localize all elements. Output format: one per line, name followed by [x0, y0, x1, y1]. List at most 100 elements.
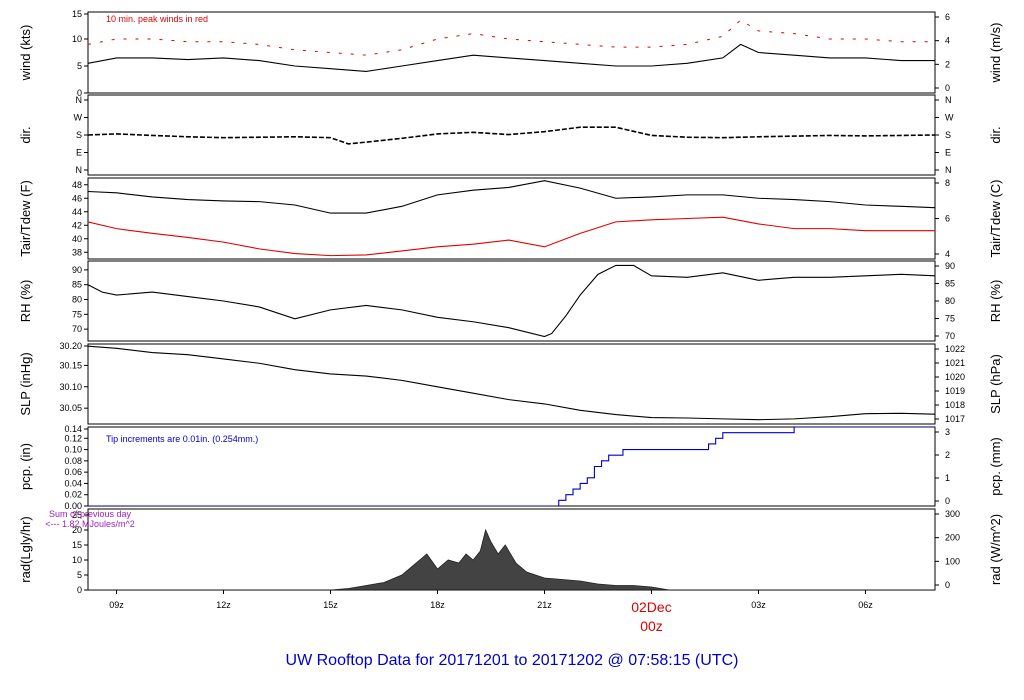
pcp-right-axis-label: pcp. (mm) [988, 437, 1003, 496]
dir-frame [87, 94, 936, 176]
rh-left-tick-label: 90 [72, 265, 82, 275]
temp-right-axis-label: Tair/Tdew (C) [988, 179, 1003, 257]
x-tick-label: 12z [216, 600, 231, 610]
rad-left-tick-label: 25 [72, 510, 82, 520]
slp-left-tick-label: 30.10 [59, 382, 82, 392]
slp-right-tick-label: 1018 [945, 400, 965, 410]
page-title: UW Rooftop Data for 20171201 to 20171202… [286, 652, 739, 669]
rad-left-tick-label: 5 [77, 570, 82, 580]
temp-series-0-line [88, 180, 935, 214]
pcp-left-tick-label: 0.10 [64, 445, 82, 455]
dir-left-tick-label: S [76, 130, 82, 140]
dir-left-tick-label: N [76, 165, 83, 175]
pcp-right-tick-label: 0 [945, 496, 950, 506]
pcp-series-0-line [88, 427, 935, 506]
date-marker-time: 00z [640, 618, 663, 634]
pcp-right-tick-label: 3 [945, 427, 950, 437]
temp-left-axis-label: Tair/Tdew (F) [18, 180, 33, 257]
temp-right-tick-label: 6 [945, 214, 950, 224]
dir-left-axis-label: dir. [18, 126, 33, 143]
temp-right-tick-label: 4 [945, 249, 950, 259]
x-axis: 09z 12z 15z 18z 21z 03z 06z 02Dec 00z [109, 590, 873, 634]
x-tick-label: 18z [430, 600, 445, 610]
dir-right-axis-label: dir. [988, 126, 1003, 143]
x-tick-label: 21z [537, 600, 552, 610]
slp-right-tick-label: 1020 [945, 372, 965, 382]
wind-right-tick-label: 6 [945, 12, 950, 22]
pcp-left-axis-label: pcp. (in) [18, 443, 33, 490]
wind-left-tick-label: 5 [77, 61, 82, 71]
panel-rh: 70 75 80 85 90 70 75 80 85 90 RH (%) RH (%) [18, 260, 1003, 342]
rad-left-axis-label: rad(Lgly/hr) [18, 516, 33, 582]
dir-right-tick-label: E [945, 148, 951, 158]
pcp-right-tick-label: 2 [945, 450, 950, 460]
rh-left-tick-label: 85 [72, 280, 82, 290]
slp-right-axis-label: SLP (hPa) [988, 354, 1003, 414]
rad-left-tick-label: 10 [72, 555, 82, 565]
rh-left-tick-label: 80 [72, 295, 82, 305]
rh-left-tick-label: 70 [72, 324, 82, 334]
slp-right-tick-label: 1019 [945, 386, 965, 396]
slp-right-tick-label: 1021 [945, 358, 965, 368]
dir-right-tick-label: W [945, 113, 954, 123]
wind-left-axis-label: wind (kts) [18, 25, 33, 82]
rad-annotation-line1: Sum of previous day [49, 509, 132, 519]
slp-left-axis-label: SLP (inHg) [18, 352, 33, 415]
wind-series-0-line [88, 43, 935, 72]
pcp-left-tick-label: 0.02 [64, 490, 82, 500]
wind-right-tick-label: 2 [945, 59, 950, 69]
temp-series-1-line [88, 216, 935, 257]
wind-right-axis-label: wind (m/s) [988, 23, 1003, 84]
rad-right-tick-label: 300 [945, 509, 960, 519]
rh-left-tick-label: 75 [72, 309, 82, 319]
slp-left-tick-label: 30.15 [59, 360, 82, 370]
wind-series-1-line [88, 19, 935, 56]
rh-right-tick-label: 70 [945, 331, 955, 341]
rh-right-tick-label: 90 [945, 261, 955, 271]
pcp-left-tick-label: 0.00 [64, 501, 82, 511]
rh-frame [87, 260, 936, 342]
temp-frame [87, 177, 936, 260]
wind-right-tick-label: 4 [945, 36, 950, 46]
slp-left-tick-label: 30.05 [59, 403, 82, 413]
panel-wind: 0 5 10 15 0 2 4 6 wind (kts) wind (m/s) 10 min. pe… [18, 9, 1003, 98]
x-tick-label: 06z [858, 600, 873, 610]
dir-left-tick-label: W [74, 113, 83, 123]
dir-series-0-line [88, 126, 935, 145]
rad-right-tick-label: 100 [945, 556, 960, 566]
rh-left-axis-label: RH (%) [18, 280, 33, 323]
rh-right-tick-label: 80 [945, 296, 955, 306]
slp-left-tick-label: 30.20 [59, 341, 82, 351]
x-tick-label: 03z [751, 600, 766, 610]
pcp-left-tick-label: 0.04 [64, 478, 82, 488]
dir-right-tick-label: S [945, 130, 951, 140]
slp-right-tick-label: 1022 [945, 344, 965, 354]
dir-left-tick-label: N [76, 95, 83, 105]
rad-right-tick-label: 0 [945, 580, 950, 590]
pcp-left-tick-label: 0.12 [64, 433, 82, 443]
rad-series-0-area [88, 528, 935, 590]
pcp-annotation: Tip increments are 0.01in. (0.254mm.) [106, 434, 258, 444]
panel-rad: 0 5 10 15 20 25 0 100 200 300 rad(Lgly/hr) rad (W/m… [18, 508, 1003, 595]
rh-series-0-line [88, 264, 935, 338]
rh-right-axis-label: RH (%) [988, 280, 1003, 323]
rh-right-tick-label: 85 [945, 279, 955, 289]
temp-left-tick-label: 42 [72, 220, 82, 230]
rad-left-tick-label: 15 [72, 540, 82, 550]
date-marker-date: 02Dec [631, 599, 671, 615]
wind-right-tick-label: 0 [945, 83, 950, 93]
slp-frame [87, 343, 936, 425]
pcp-left-tick-label: 0.14 [64, 424, 82, 434]
dir-right-tick-label: N [945, 165, 952, 175]
dir-right-tick-label: N [945, 95, 952, 105]
wind-left-tick-label: 10 [72, 34, 82, 44]
temp-left-tick-label: 38 [72, 247, 82, 257]
temp-left-tick-label: 46 [72, 193, 82, 203]
wind-left-tick-label: 15 [72, 9, 82, 19]
rad-right-tick-label: 200 [945, 533, 960, 543]
wind-annotation: 10 min. peak winds in red [106, 14, 208, 24]
